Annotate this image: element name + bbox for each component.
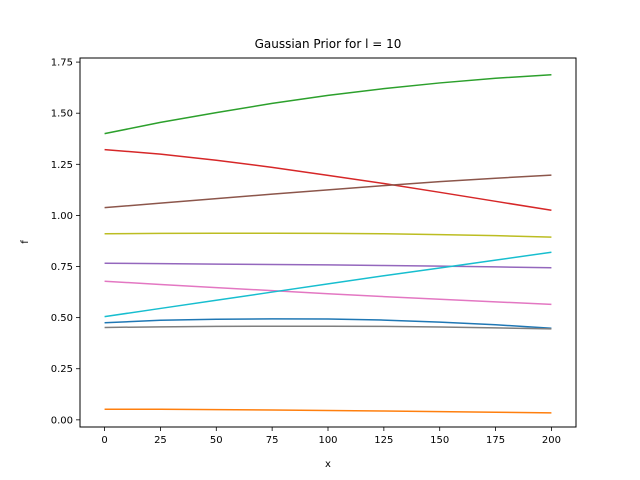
series-line-3 (104, 74, 552, 135)
y-axis: 0.00 0.25 0.50 0.75 1.00 1.25 1.50 1.75 (51, 58, 80, 426)
x-tick-label: 75 (266, 435, 279, 446)
y-tick-label: 0.00 (51, 415, 73, 426)
x-tick-label: 100 (318, 435, 337, 446)
series-line-8 (104, 325, 552, 330)
x-tick-label: 50 (210, 435, 223, 446)
series-line-9 (104, 232, 552, 238)
y-tick-label: 0.50 (51, 313, 73, 324)
series-line-4 (104, 148, 552, 212)
y-tick-label: 0.25 (51, 364, 73, 375)
series-line-7 (104, 280, 552, 306)
x-axis-label: x (325, 459, 331, 470)
series-line-1 (104, 318, 552, 330)
y-tick-label: 1.25 (51, 160, 73, 171)
x-tick-label: 25 (154, 435, 167, 446)
y-tick-label: 1.75 (51, 58, 73, 69)
x-tick-label: 175 (486, 435, 505, 446)
y-tick-label: 1.00 (51, 211, 73, 222)
y-tick-label: 0.75 (51, 262, 73, 273)
series-line-10 (104, 251, 552, 318)
chart-title: Gaussian Prior for l = 10 (255, 37, 402, 51)
x-tick-label: 0 (101, 435, 107, 446)
x-tick-label: 150 (430, 435, 449, 446)
series-line-2 (104, 408, 552, 414)
series-line-5 (104, 262, 552, 269)
y-tick-label: 1.50 (51, 109, 73, 120)
y-axis-label: f (20, 240, 31, 244)
x-tick-label: 200 (542, 435, 561, 446)
x-axis: 0 25 50 75 100 125 150 175 200 (101, 427, 561, 446)
x-tick-label: 125 (374, 435, 393, 446)
series-lines (104, 74, 552, 414)
series-line-6 (104, 174, 552, 209)
